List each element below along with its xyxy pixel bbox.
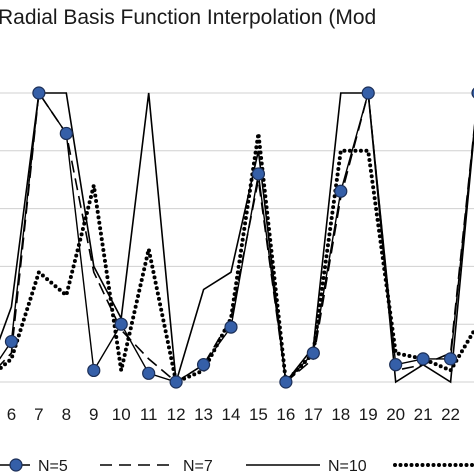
legend-label: N=5 — [38, 458, 68, 474]
data-point — [32, 86, 46, 100]
x-tick-label: 8 — [62, 405, 71, 424]
series-line-2 — [0, 92, 474, 385]
x-tick-label: 19 — [359, 405, 378, 424]
data-point — [4, 334, 19, 349]
data-point — [196, 358, 211, 372]
data-point — [416, 352, 430, 366]
x-tick-label: 12 — [167, 405, 186, 424]
x-tick-label: 9 — [89, 405, 98, 424]
legend-label: N=10 — [328, 458, 367, 474]
data-point — [306, 346, 320, 360]
x-tick-label: 10 — [112, 405, 131, 424]
x-tick-label: 20 — [386, 405, 405, 424]
data-point — [169, 375, 183, 389]
legend-marker — [9, 458, 23, 472]
data-point — [334, 184, 348, 198]
x-tick-label: 16 — [276, 405, 295, 424]
chart-title: Radial Basis Function Interpolation (Mod — [0, 6, 376, 29]
legend: N=5 N=7 N=10 — [0, 458, 474, 474]
data-point — [279, 375, 293, 389]
x-tick-label: 21 — [414, 405, 433, 424]
x-tick-label: 7 — [34, 405, 43, 424]
x-tick-label: 11 — [140, 405, 158, 424]
data-point — [361, 86, 375, 100]
data-point — [59, 126, 73, 141]
data-point — [251, 167, 266, 181]
legend-label: N=7 — [183, 458, 213, 474]
x-tick-label: 14 — [222, 405, 241, 424]
data-point — [224, 320, 238, 334]
x-tick-label: 22 — [441, 405, 460, 424]
data-point — [114, 317, 128, 331]
x-axis-tick-labels: 6789101112131415161718192021222 — [7, 405, 474, 424]
series-markers — [4, 86, 474, 389]
data-point — [87, 363, 101, 378]
x-tick-label: 6 — [7, 405, 16, 424]
x-tick-label: 18 — [331, 405, 350, 424]
data-point — [389, 358, 403, 372]
data-point — [142, 366, 156, 380]
x-tick-label: 17 — [304, 405, 323, 424]
x-tick-label: 15 — [249, 405, 268, 424]
data-point — [443, 352, 458, 366]
x-tick-label: 13 — [194, 405, 213, 424]
